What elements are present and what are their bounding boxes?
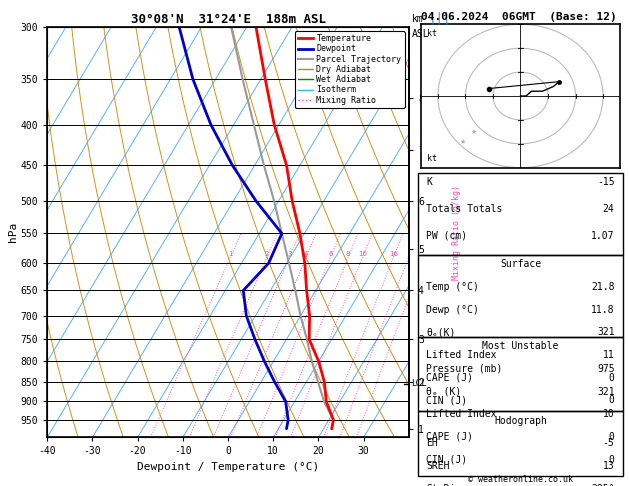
Text: -5: -5 — [603, 438, 615, 448]
Text: ASL: ASL — [412, 29, 430, 39]
Text: 2: 2 — [265, 251, 269, 258]
Bar — [418, 337, 623, 411]
Text: PW (cm): PW (cm) — [426, 230, 467, 241]
Text: CAPE (J): CAPE (J) — [426, 432, 474, 442]
Text: -15: -15 — [597, 177, 615, 187]
Text: 1: 1 — [228, 251, 233, 258]
Text: Most Unstable: Most Unstable — [482, 341, 559, 351]
Text: 10: 10 — [358, 251, 367, 258]
Text: Totals Totals: Totals Totals — [426, 204, 503, 214]
Text: 13: 13 — [603, 461, 615, 471]
Text: SREH: SREH — [426, 461, 450, 471]
Text: 11: 11 — [603, 350, 615, 360]
Text: 0: 0 — [609, 432, 615, 442]
Text: 0: 0 — [609, 396, 615, 405]
Text: Lifted Index: Lifted Index — [426, 409, 497, 419]
Text: km: km — [412, 14, 424, 24]
Text: 04.06.2024  06GMT  (Base: 12): 04.06.2024 06GMT (Base: 12) — [421, 12, 617, 22]
Text: 3: 3 — [287, 251, 292, 258]
Text: LCL: LCL — [411, 380, 426, 388]
Text: ★: ★ — [471, 129, 477, 135]
Text: Lifted Index: Lifted Index — [426, 350, 497, 360]
Text: Pressure (mb): Pressure (mb) — [426, 364, 503, 374]
Bar — [418, 255, 623, 337]
Text: 24: 24 — [603, 204, 615, 214]
Text: 6: 6 — [328, 251, 333, 258]
Text: 0: 0 — [609, 455, 615, 465]
Text: 975: 975 — [597, 364, 615, 374]
Text: K: K — [426, 177, 432, 187]
Text: kt: kt — [427, 29, 437, 38]
Text: CAPE (J): CAPE (J) — [426, 373, 474, 382]
Text: 21.8: 21.8 — [591, 282, 615, 292]
Text: Mixing Ratio (g/kg): Mixing Ratio (g/kg) — [452, 185, 461, 279]
Text: Hodograph: Hodograph — [494, 416, 547, 426]
Text: Dewp (°C): Dewp (°C) — [426, 305, 479, 314]
Text: © weatheronline.co.uk: © weatheronline.co.uk — [468, 474, 573, 484]
Y-axis label: hPa: hPa — [8, 222, 18, 242]
Text: θₑ(K): θₑ(K) — [426, 327, 456, 337]
Text: 10: 10 — [603, 409, 615, 419]
Bar — [418, 173, 623, 255]
Text: EH: EH — [426, 438, 438, 448]
Text: ★: ★ — [460, 139, 466, 145]
Text: 4: 4 — [304, 251, 308, 258]
Text: kt: kt — [427, 154, 437, 163]
Bar — [418, 411, 623, 476]
X-axis label: Dewpoint / Temperature (°C): Dewpoint / Temperature (°C) — [137, 462, 319, 472]
Text: Surface: Surface — [500, 259, 541, 269]
Legend: Temperature, Dewpoint, Parcel Trajectory, Dry Adiabat, Wet Adiabat, Isotherm, Mi: Temperature, Dewpoint, Parcel Trajectory… — [294, 31, 404, 108]
Text: Temp (°C): Temp (°C) — [426, 282, 479, 292]
Text: |||: ||| — [429, 11, 452, 24]
Text: 0: 0 — [609, 373, 615, 382]
Text: 8: 8 — [346, 251, 350, 258]
Text: 1.07: 1.07 — [591, 230, 615, 241]
Text: StmDir: StmDir — [426, 484, 462, 486]
Text: 16: 16 — [389, 251, 398, 258]
Text: CIN (J): CIN (J) — [426, 396, 467, 405]
Text: 321: 321 — [597, 327, 615, 337]
Title: 30°08'N  31°24'E  188m ASL: 30°08'N 31°24'E 188m ASL — [130, 13, 326, 26]
Text: CIN (J): CIN (J) — [426, 455, 467, 465]
Text: 285°: 285° — [591, 484, 615, 486]
Text: 321: 321 — [597, 386, 615, 397]
Text: θₑ (K): θₑ (K) — [426, 386, 462, 397]
Text: 11.8: 11.8 — [591, 305, 615, 314]
